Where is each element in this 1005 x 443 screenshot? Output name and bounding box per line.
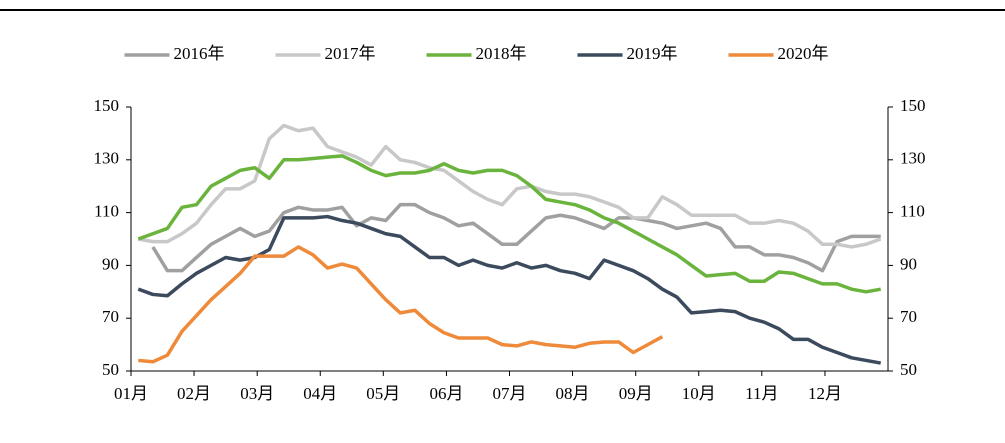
y2-tick-label: 50 [900,360,917,379]
series-line [137,214,882,365]
y2-tick-label: 70 [900,307,917,326]
x-tick-label: 05月 [366,384,400,403]
y-tick-label: 130 [94,149,120,168]
x-tick-label: 02月 [177,384,211,403]
y-tick-label: 90 [102,254,119,273]
series-line [137,154,882,294]
y2-tick-label: 130 [900,149,926,168]
series-line [138,245,664,364]
x-tick-label: 07月 [493,384,527,403]
x-tick-label: 12月 [808,384,842,403]
y-tick-label: 70 [102,307,119,326]
series-line [151,202,881,273]
legend-label: 2019年 [627,44,678,63]
x-tick-label: 03月 [240,384,274,403]
legend-label: 2016年 [174,44,225,63]
x-tick-label: 04月 [303,384,337,403]
y2-tick-label: 110 [900,202,925,221]
x-tick-label: 08月 [556,384,590,403]
y-tick-label: 110 [94,202,119,221]
x-tick-label: 06月 [429,384,463,403]
x-tick-label: 09月 [619,384,653,403]
series-line [137,123,882,249]
y2-tick-label: 90 [900,254,917,273]
legend-label: 2020年 [778,44,829,63]
y-tick-label: 50 [102,360,119,379]
x-tick-label: 01月 [114,384,148,403]
y2-tick-label: 150 [900,96,926,115]
y-tick-label: 150 [94,96,120,115]
legend-label: 2018年 [476,44,527,63]
x-tick-label: 10月 [682,384,716,403]
legend-label: 2017年 [325,44,376,63]
x-tick-label: 11月 [745,384,778,403]
